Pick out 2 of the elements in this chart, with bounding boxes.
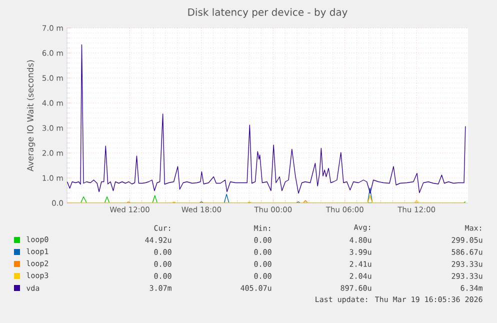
- y-axis-title: Average IO Wait (seconds): [26, 60, 36, 172]
- chart-title: Disk latency per device - by day: [188, 8, 348, 18]
